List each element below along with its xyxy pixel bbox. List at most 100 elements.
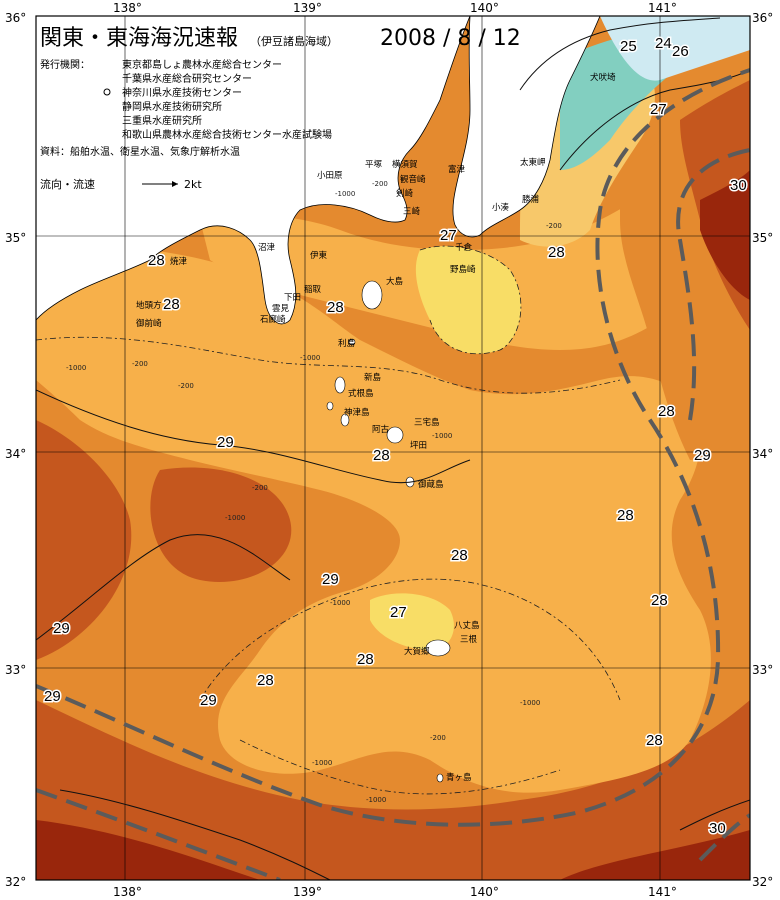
place-label: 野島崎 (450, 264, 476, 275)
place-label: 伊東 (310, 250, 328, 261)
place-label: 小湊 (492, 202, 510, 213)
depth-label: -200 (132, 360, 148, 368)
isotherm-label: 27 (390, 604, 407, 621)
sea-31-southwest (36, 820, 260, 880)
sea-30-west (36, 420, 132, 660)
lat-right-33: 33° (752, 663, 773, 677)
place-label: 地頭方 (136, 300, 162, 311)
place-label: 式根島 (348, 388, 374, 399)
isotherm-label: 28 (617, 507, 634, 524)
place-label: 勝浦 (522, 194, 540, 205)
issuer-3: 神奈川県水産技術センター (122, 86, 242, 99)
depth-label: -200 (430, 734, 446, 742)
lon-bottom-140: 140° (470, 885, 499, 899)
isotherm-label: 24 (655, 35, 672, 52)
sea-cold-boso (600, 16, 750, 81)
isotherm-label: 28 (658, 403, 675, 420)
place-label: 三崎 (403, 206, 421, 217)
isotherm-label: 28 (548, 244, 565, 261)
depth-label: -1000 (312, 759, 332, 767)
sea-31-east (700, 170, 750, 300)
place-label: 稲取 (304, 284, 322, 295)
place-label: 石廊崎 (260, 314, 286, 325)
legend-label: 流向・流速 (40, 177, 95, 191)
place-label: 神津島 (344, 407, 370, 418)
lon-top-139: 139° (293, 1, 322, 15)
lat-right-35: 35° (752, 231, 773, 245)
place-label: 千倉 (455, 242, 473, 253)
depth-label: -200 (178, 382, 194, 390)
lat-left-33: 33° (5, 663, 26, 677)
depth-label: -200 (252, 484, 268, 492)
sea-28-zone (36, 246, 711, 793)
depth-label: -1000 (432, 432, 452, 440)
island-oshima (361, 280, 383, 310)
place-label: 阿古 (372, 424, 390, 435)
island-hachijojima (425, 639, 451, 657)
lon-bottom-138: 138° (113, 885, 142, 899)
isotherm-label: 28 (148, 252, 165, 269)
place-label: 新島 (364, 372, 382, 383)
island-aogashima (436, 773, 444, 783)
place-label: 雲見 (272, 304, 290, 314)
land-boso (452, 16, 601, 238)
place-label: 沼津 (258, 242, 276, 253)
lat-right-34: 34° (752, 447, 773, 461)
place-label: 八丈島 (454, 620, 480, 631)
place-label: 小田原 (317, 170, 343, 181)
isotherm-label: 28 (451, 547, 468, 564)
lon-bottom-139: 139° (293, 885, 322, 899)
issuer-1: 東京都島しょ農林水産総合センター (122, 58, 282, 71)
isotherm-label: 29 (694, 447, 711, 464)
corner-se: 32° (752, 875, 773, 889)
sea-31-south (560, 830, 750, 880)
isotherm-label: 28 (163, 296, 180, 313)
sea-27-hachijo (370, 593, 454, 650)
issuer-4: 静岡県水産技術研究所 (122, 100, 222, 113)
corner-ne: 36° (752, 11, 773, 25)
kuroshio-axis (36, 68, 750, 880)
sea-27-sagami (415, 246, 521, 354)
place-label: 焼津 (170, 256, 188, 267)
place-label: 富津 (448, 164, 466, 175)
place-label: 三根 (460, 634, 478, 645)
sea-30-south (36, 700, 750, 880)
isotherm-dashdot (36, 245, 621, 795)
lon-bottom-141: 141° (648, 885, 677, 899)
isotherm-label: 28 (651, 592, 668, 609)
isotherm-label: 27 (440, 227, 457, 244)
lon-top-141: 141° (648, 1, 677, 15)
isotherm-label: 29 (53, 620, 70, 637)
isotherm-label: 29 (44, 688, 61, 705)
isotherm-label: 28 (327, 299, 344, 316)
place-label: 平塚 (365, 160, 383, 170)
depth-label: -200 (546, 222, 562, 230)
depth-label: -1000 (520, 699, 540, 707)
issuer-6: 和歌山県農林水産総合技術センター水産試験場 (122, 128, 332, 141)
place-label: 太東岬 (520, 157, 546, 168)
graticule (36, 16, 750, 880)
corner-nw: 36° (5, 11, 26, 25)
isotherm-label: 30 (709, 820, 726, 837)
place-label: 三宅島 (414, 417, 440, 428)
depth-label: -1000 (330, 599, 350, 607)
sea-30-mid (150, 467, 292, 582)
isotherm-label: 29 (322, 571, 339, 588)
island-kozushima (340, 413, 350, 427)
issuer-label: 発行機関： (40, 58, 90, 71)
lon-top-138: 138° (113, 1, 142, 15)
data-source: 資料：船舶水温、衛星水温、気象庁解析水温 (40, 145, 240, 158)
island-toshima (348, 338, 356, 346)
lat-left-35: 35° (5, 231, 26, 245)
legend-speed: 2kt (184, 178, 202, 191)
lat-left-34: 34° (5, 447, 26, 461)
place-label: 大島 (386, 276, 404, 287)
sea-28-upper (200, 130, 750, 350)
isotherm-label: 28 (646, 732, 663, 749)
map-date: 2008 / 8 / 12 (380, 26, 521, 51)
isotherm-label: 28 (257, 672, 274, 689)
issuer-2: 千葉県水産総合研究センター (122, 72, 252, 85)
place-label: 下田 (284, 293, 301, 303)
map-frame (35, 15, 751, 881)
